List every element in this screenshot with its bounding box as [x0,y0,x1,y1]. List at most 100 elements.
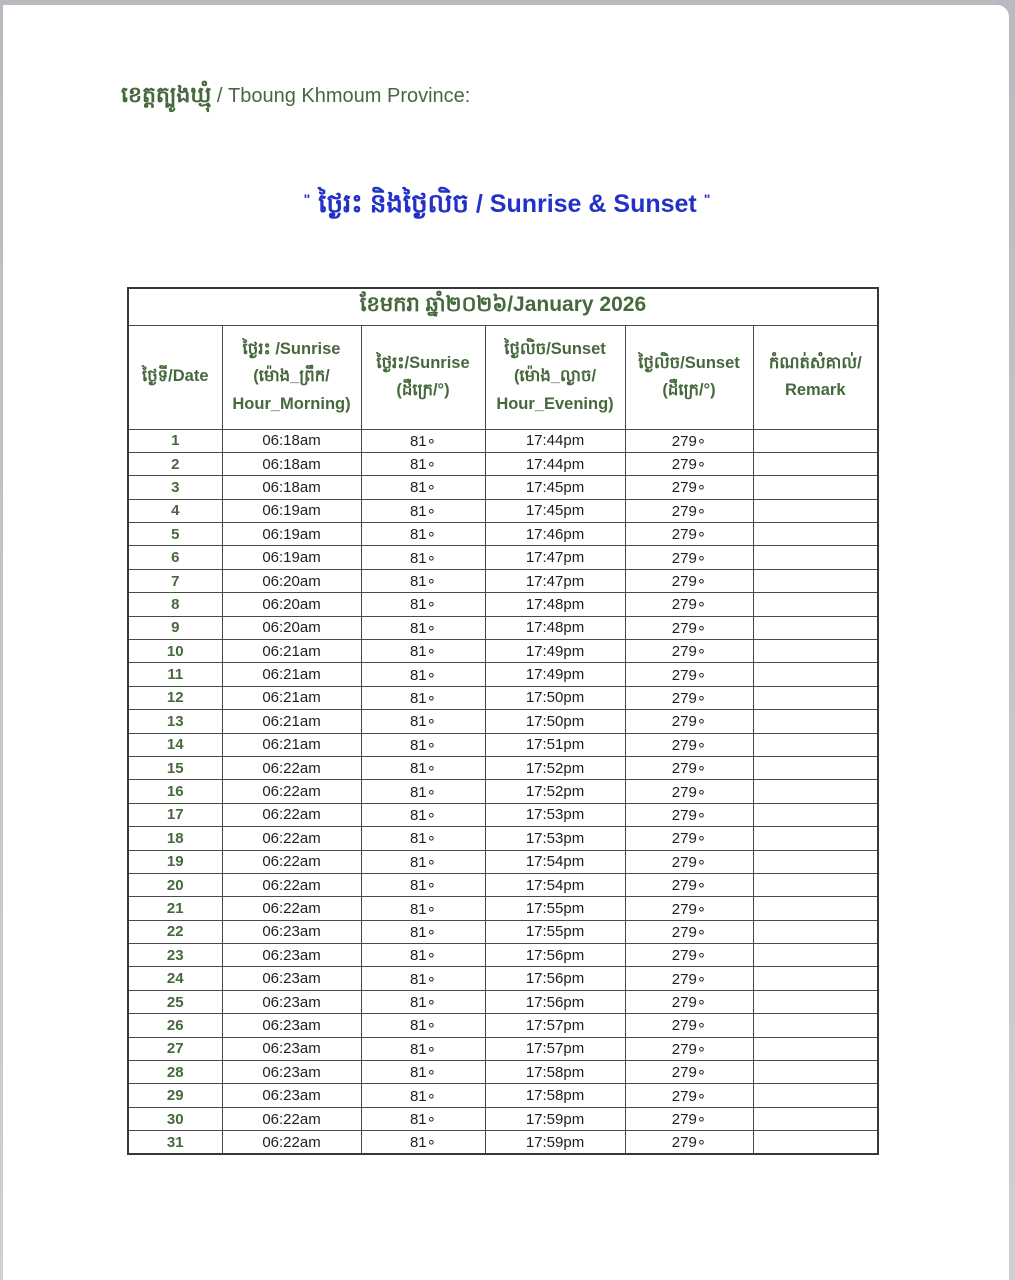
sunrise-time-cell: 06:23am [221,943,362,968]
remark-cell [752,475,879,500]
table-row: 11 06:21am 81∘ 17:49pm 279∘ [127,662,879,687]
remark-cell [752,1060,879,1085]
date-cell: 18 [127,826,223,851]
sunrise-time-cell: 06:21am [221,662,362,687]
sunrise-degree-cell: 81∘ [360,989,486,1015]
table-row: 20 06:22am 81∘ 17:54pm 279∘ [127,872,879,898]
remark-cell [752,545,879,570]
remark-cell [752,568,879,594]
sunset-degree-cell: 279∘ [624,826,754,851]
sunrise-degree-cell: 81∘ [360,592,486,617]
sunrise-degree-cell: 81∘ [360,1036,486,1062]
sunrise-time-cell: 06:19am [221,498,362,524]
remark-cell [752,896,879,921]
date-cell: 26 [127,1013,223,1038]
sunrise-time-cell: 06:19am [221,522,362,547]
sunset-degree-cell: 279∘ [624,732,754,757]
date-cell: 20 [127,872,223,898]
column-header-sunset-degree: ថ្ងៃលិច/Sunset (ដឺក្រេ/°) [624,324,754,430]
sunset-degree-cell: 279∘ [624,779,754,804]
sunrise-degree-cell: 81∘ [360,849,486,874]
sunrise-degree-cell: 81∘ [360,662,486,687]
sunrise-time-cell: 06:18am [221,428,362,453]
table-row: 3 06:18am 81∘ 17:45pm 279∘ [127,475,879,500]
table-row: 15 06:22am 81∘ 17:52pm 279∘ [127,755,879,781]
table-row: 5 06:19am 81∘ 17:46pm 279∘ [127,522,879,547]
table-row: 18 06:22am 81∘ 17:53pm 279∘ [127,826,879,851]
sunrise-time-cell: 06:22am [221,849,362,874]
sunrise-degree-cell: 81∘ [360,872,486,898]
sunrise-time-cell: 06:21am [221,685,362,711]
sunset-time-cell: 17:54pm [484,872,626,898]
sunset-degree-cell: 279∘ [624,685,754,711]
province-heading-khmer: ខេត្តត្បូងឃ្មុំ [121,82,212,107]
sunset-time-cell: 17:52pm [484,779,626,804]
sunset-time-cell: 17:48pm [484,615,626,641]
sunrise-degree-cell: 81∘ [360,919,486,945]
sunset-degree-cell: 279∘ [624,498,754,524]
sunrise-degree-cell: 81∘ [360,943,486,968]
sunset-time-cell: 17:50pm [484,685,626,711]
sunset-degree-cell: 279∘ [624,896,754,921]
sunset-degree-cell: 279∘ [624,1083,754,1108]
sunrise-time-cell: 06:18am [221,451,362,477]
sunrise-degree-cell: 81∘ [360,685,486,711]
sunrise-time-cell: 06:18am [221,475,362,500]
sunrise-time-cell: 06:22am [221,896,362,921]
date-cell: 16 [127,779,223,804]
sunset-degree-cell: 279∘ [624,919,754,945]
sunrise-degree-cell: 81∘ [360,639,486,664]
remark-cell [752,522,879,547]
date-cell: 17 [127,802,223,828]
sunrise-degree-cell: 81∘ [360,826,486,851]
remark-cell [752,428,879,453]
remark-cell [752,732,879,757]
month-header-row: ខែមករា ឆ្នាំ២០២៦/January 2026 [127,287,879,326]
table-row: 8 06:20am 81∘ 17:48pm 279∘ [127,592,879,617]
document-page: ខេត្តត្បូងឃ្មុំ / Tboung Khmoum Province… [3,5,1009,1280]
sunrise-degree-cell: 81∘ [360,779,486,804]
sunrise-time-cell: 06:20am [221,568,362,594]
sunset-degree-cell: 279∘ [624,709,754,734]
sunrise-time-cell: 06:21am [221,732,362,757]
sunrise-degree-cell: 81∘ [360,428,486,453]
page-title-khmer: ថ្ងៃរះ និងថ្ងៃលិច [318,188,469,218]
remark-cell [752,1013,879,1038]
sunrise-time-cell: 06:23am [221,1013,362,1038]
sunset-time-cell: 17:57pm [484,1036,626,1062]
table-row: 17 06:22am 81∘ 17:53pm 279∘ [127,802,879,828]
sunrise-degree-cell: 81∘ [360,498,486,524]
sunrise-degree-cell: 81∘ [360,732,486,757]
sunrise-time-cell: 06:22am [221,872,362,898]
date-cell: 29 [127,1083,223,1108]
sunset-degree-cell: 279∘ [624,1060,754,1085]
sunset-degree-cell: 279∘ [624,545,754,570]
sunrise-degree-cell: 81∘ [360,568,486,594]
sunset-time-cell: 17:45pm [484,475,626,500]
sunrise-degree-cell: 81∘ [360,1130,486,1155]
remark-cell [752,966,879,991]
sunset-degree-cell: 279∘ [624,592,754,617]
sunrise-degree-cell: 81∘ [360,802,486,828]
date-cell: 14 [127,732,223,757]
date-cell: 12 [127,685,223,711]
table-row: 13 06:21am 81∘ 17:50pm 279∘ [127,709,879,734]
sunset-time-cell: 17:56pm [484,989,626,1015]
sunrise-degree-cell: 81∘ [360,755,486,781]
date-cell: 11 [127,662,223,687]
sunrise-degree-cell: 81∘ [360,709,486,734]
sunrise-time-cell: 06:23am [221,1036,362,1062]
sunrise-time-cell: 06:20am [221,592,362,617]
sunrise-time-cell: 06:22am [221,802,362,828]
sunset-time-cell: 17:45pm [484,498,626,524]
table-row: 25 06:23am 81∘ 17:56pm 279∘ [127,989,879,1015]
remark-cell [752,872,879,898]
sunset-time-cell: 17:59pm [484,1106,626,1132]
month-header-cell: ខែមករា ឆ្នាំ២០២៦/January 2026 [127,287,879,326]
sunset-time-cell: 17:55pm [484,896,626,921]
remark-cell [752,802,879,828]
page-title: " ថ្ងៃរះ និងថ្ងៃលិច / Sunrise & Sunset " [3,187,1012,225]
date-cell: 21 [127,896,223,921]
table-row: 9 06:20am 81∘ 17:48pm 279∘ [127,615,879,641]
sunset-time-cell: 17:54pm [484,849,626,874]
